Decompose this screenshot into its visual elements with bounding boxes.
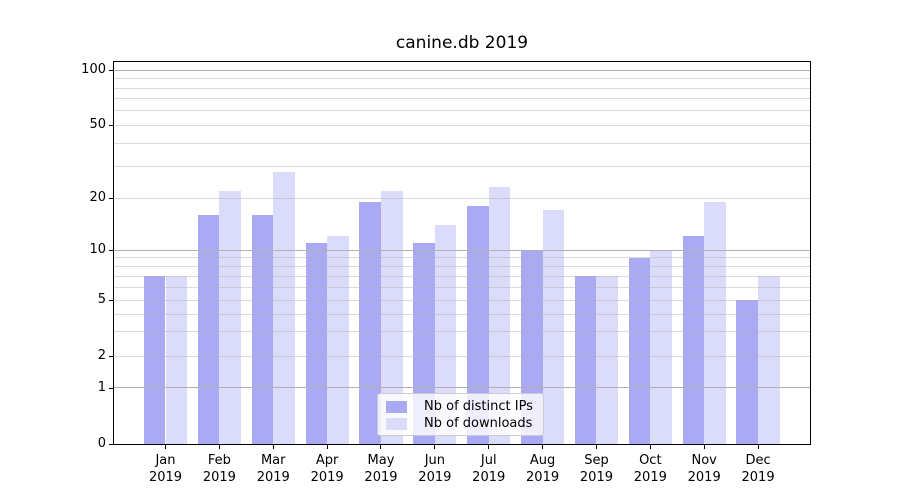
bar-apr-downloads <box>327 236 349 444</box>
plot-area: Nb of distinct IPs Nb of downloads <box>113 61 811 445</box>
bar-aug-downloads <box>542 210 565 444</box>
x-tick-mark-may <box>380 445 382 449</box>
legend-row-downloads: Nb of downloads <box>386 415 535 432</box>
x-tick-mark-mar <box>272 445 274 449</box>
x-tick-label-feb: Feb 2019 <box>202 453 236 485</box>
x-tick-label-apr: Apr 2019 <box>310 453 344 485</box>
y-tick-label-20: 20 <box>89 190 106 206</box>
bar-jan-downloads <box>165 276 188 444</box>
x-tick-label-may: May 2019 <box>364 453 398 485</box>
x-tick-label-jul: Jul 2019 <box>472 453 506 485</box>
chart-title: canine.db 2019 <box>395 33 529 53</box>
x-tick-label-mar: Mar 2019 <box>256 453 290 485</box>
bars-layer <box>114 62 810 444</box>
x-tick-mark-nov <box>703 445 705 449</box>
y-tick-label-1: 1 <box>97 379 106 395</box>
bar-oct-ips <box>628 257 651 444</box>
bar-nov-ips <box>682 236 705 444</box>
bar-apr-ips <box>305 242 328 444</box>
x-tick-label-dec: Dec 2019 <box>741 453 775 485</box>
bar-mar-ips <box>251 215 274 444</box>
y-tick-label-10: 10 <box>89 242 106 258</box>
legend-swatch-downloads <box>386 417 407 430</box>
legend-label-distinct-ips: Nb of distinct IPs <box>424 399 533 414</box>
x-tick-mark-dec <box>757 445 759 449</box>
legend: Nb of distinct IPs Nb of downloads <box>377 393 544 436</box>
bar-feb-downloads <box>219 190 241 444</box>
y-tick-mark-5 <box>109 300 113 302</box>
bar-dec-ips <box>736 300 759 444</box>
x-tick-mark-jun <box>434 445 436 449</box>
bar-jan-ips <box>143 276 166 444</box>
x-tick-mark-jan <box>165 445 166 449</box>
bar-may-ips <box>359 202 381 444</box>
x-tick-mark-apr <box>326 445 328 449</box>
y-tick-mark-100 <box>109 70 113 72</box>
y-tick-mark-20 <box>109 198 113 200</box>
bar-nov-downloads <box>704 202 726 444</box>
x-tick-label-aug: Aug 2019 <box>526 453 560 485</box>
bar-mar-downloads <box>273 171 295 444</box>
bar-sep-ips <box>574 276 597 444</box>
bar-jul-downloads <box>488 187 511 444</box>
bar-may-downloads <box>380 190 403 444</box>
legend-swatch-distinct-ips <box>386 400 407 413</box>
x-tick-mark-jul <box>488 445 490 449</box>
bar-jun-downloads <box>434 224 457 444</box>
x-tick-label-nov: Nov 2019 <box>687 453 721 485</box>
x-tick-label-jun: Jun 2019 <box>418 453 452 485</box>
legend-label-downloads: Nb of downloads <box>424 416 533 431</box>
y-tick-label-100: 100 <box>81 62 106 78</box>
y-tick-mark-2 <box>109 356 113 358</box>
y-tick-label-2: 2 <box>97 348 106 364</box>
x-tick-mark-aug <box>542 445 544 449</box>
y-tick-mark-0 <box>109 444 113 445</box>
bar-oct-downloads <box>650 250 672 444</box>
y-tick-mark-50 <box>109 125 113 127</box>
bar-jul-ips <box>467 206 489 444</box>
x-tick-label-oct: Oct 2019 <box>633 453 667 485</box>
x-tick-mark-feb <box>218 445 220 449</box>
y-tick-label-0: 0 <box>97 436 106 451</box>
x-tick-mark-oct <box>649 445 651 449</box>
x-tick-label-sep: Sep 2019 <box>579 453 613 485</box>
y-tick-mark-10 <box>109 250 113 252</box>
legend-row-distinct-ips: Nb of distinct IPs <box>386 398 535 415</box>
x-tick-label-jan: Jan 2019 <box>148 453 183 485</box>
bar-feb-ips <box>197 215 220 444</box>
y-tick-mark-1 <box>109 387 113 389</box>
bar-dec-downloads <box>758 276 780 444</box>
x-tick-mark-sep <box>595 445 597 449</box>
y-tick-label-5: 5 <box>97 292 106 308</box>
bar-sep-downloads <box>596 276 619 444</box>
y-tick-label-50: 50 <box>89 117 106 133</box>
